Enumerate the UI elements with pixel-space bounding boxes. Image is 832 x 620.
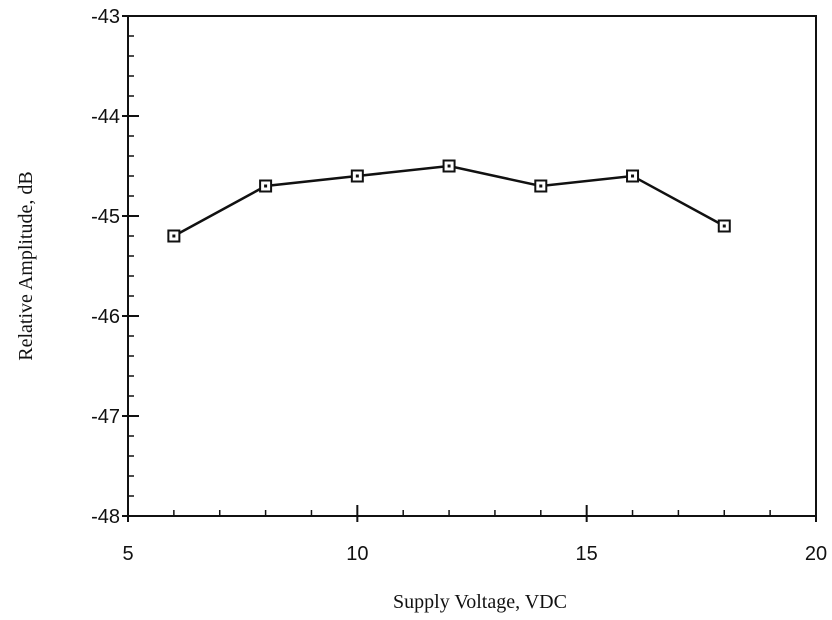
- plot-frame: [127, 15, 817, 517]
- y-tick-label: -45: [91, 206, 120, 228]
- series-layer: [167, 159, 731, 243]
- minor-ticks: [128, 35, 771, 516]
- data-point: [167, 229, 181, 243]
- data-point: [259, 179, 273, 193]
- y-tick-label: -43: [91, 6, 120, 28]
- data-point: [626, 169, 640, 183]
- x-tick-label: 5: [122, 543, 133, 565]
- data-point: [717, 219, 731, 233]
- x-tick-labels: 5 10 15 20: [122, 543, 827, 565]
- data-point: [442, 159, 456, 173]
- y-tick-label: -48: [91, 506, 120, 528]
- data-point: [534, 179, 548, 193]
- series-line: [173, 164, 725, 238]
- data-point: [350, 169, 364, 183]
- x-axis-title: Supply Voltage, VDC: [393, 591, 567, 613]
- x-tick-label: 10: [346, 543, 368, 565]
- x-tick-label: 20: [805, 543, 827, 565]
- y-tick-label: -47: [91, 406, 120, 428]
- y-tick-label: -44: [91, 106, 120, 128]
- y-tick-labels: -48 -47 -46 -45 -44 -43: [91, 6, 120, 528]
- y-tick-label: -46: [91, 306, 120, 328]
- y-axis-title: Relative Amplitude, dB: [15, 171, 37, 360]
- major-ticks: [122, 15, 817, 522]
- x-tick-label: 15: [576, 543, 598, 565]
